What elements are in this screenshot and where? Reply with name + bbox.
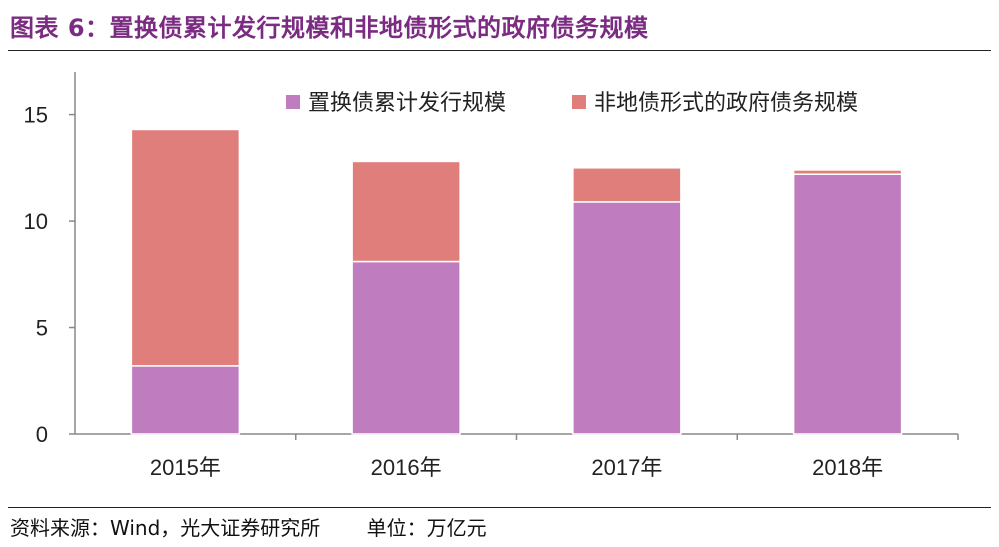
source-text: 资料来源：Wind，光大证券研究所 <box>10 516 321 540</box>
y-tick-label: 10 <box>24 209 48 234</box>
legend-label: 非地债形式的政府债务规模 <box>594 91 858 116</box>
legend-swatch <box>286 95 300 109</box>
bar-segment <box>351 160 461 263</box>
bar-segment <box>572 167 682 203</box>
figure-title: 图表 6：置换债累计发行规模和非地债形式的政府债务规模 <box>10 14 649 42</box>
bar-segment <box>572 201 682 435</box>
y-tick-label: 15 <box>24 103 48 128</box>
unit-text: 单位：万亿元 <box>366 516 487 540</box>
source-line: 资料来源：Wind，光大证券研究所 单位：万亿元 <box>10 512 487 541</box>
source-rule <box>8 507 991 508</box>
bar-segment <box>130 365 241 435</box>
legend-swatch <box>572 95 586 109</box>
bar-segment <box>792 173 903 435</box>
bar-segment <box>130 128 241 367</box>
x-category-label: 2015年 <box>150 455 221 480</box>
chart-bars <box>130 128 903 435</box>
chart-labels: 0 5 10 15 2015年 2016年 2017年 2018年 <box>24 103 884 480</box>
bar-segment <box>792 169 903 175</box>
bar-segment <box>351 260 461 435</box>
y-tick-label: 0 <box>36 422 48 447</box>
legend-label: 置换债累计发行规模 <box>308 91 506 116</box>
chart-legend: 置换债累计发行规模 非地债形式的政府债务规模 <box>286 91 858 116</box>
y-tick-label: 5 <box>36 316 48 341</box>
x-category-label: 2016年 <box>371 455 442 480</box>
x-category-label: 2017年 <box>591 455 662 480</box>
title-rule <box>8 50 991 51</box>
x-category-label: 2018年 <box>812 455 883 480</box>
